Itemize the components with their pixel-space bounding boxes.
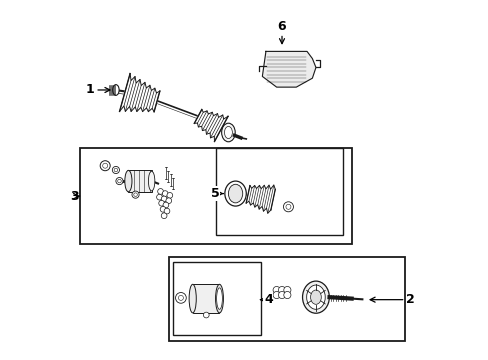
Bar [216, 148, 342, 235]
Circle shape [278, 287, 285, 294]
Polygon shape [245, 185, 275, 213]
Circle shape [116, 177, 123, 185]
Bar [169, 257, 405, 341]
Ellipse shape [216, 288, 222, 309]
Circle shape [283, 287, 290, 294]
Circle shape [161, 196, 166, 202]
Ellipse shape [228, 184, 242, 203]
Text: 3: 3 [70, 190, 79, 203]
Circle shape [166, 193, 172, 198]
Circle shape [159, 201, 164, 206]
Bar [128, 170, 151, 192]
Circle shape [165, 198, 171, 203]
Circle shape [132, 191, 139, 198]
Circle shape [285, 204, 290, 209]
Text: 1: 1 [85, 84, 110, 96]
Ellipse shape [224, 126, 232, 139]
Ellipse shape [112, 85, 119, 95]
Circle shape [156, 194, 162, 200]
Circle shape [203, 312, 209, 318]
Polygon shape [194, 109, 227, 141]
Circle shape [134, 193, 137, 197]
Bar [173, 262, 260, 336]
Circle shape [178, 296, 183, 300]
Ellipse shape [221, 123, 235, 142]
Text: 6: 6 [277, 20, 286, 44]
Circle shape [160, 206, 165, 212]
Circle shape [112, 166, 119, 174]
Circle shape [283, 202, 293, 212]
Text: 5: 5 [210, 187, 223, 200]
Circle shape [164, 208, 169, 214]
Circle shape [100, 161, 110, 171]
Circle shape [162, 191, 168, 197]
Ellipse shape [148, 171, 155, 191]
Ellipse shape [215, 284, 223, 313]
Circle shape [278, 292, 285, 298]
Polygon shape [120, 73, 160, 112]
Circle shape [102, 163, 107, 168]
Circle shape [163, 202, 168, 208]
Ellipse shape [124, 170, 132, 192]
Bar [80, 148, 351, 244]
Circle shape [272, 292, 280, 298]
Ellipse shape [310, 290, 321, 304]
Circle shape [157, 189, 163, 194]
Circle shape [283, 292, 290, 298]
Circle shape [175, 293, 186, 303]
Ellipse shape [306, 285, 325, 309]
Ellipse shape [224, 181, 246, 206]
Circle shape [272, 287, 280, 294]
Ellipse shape [189, 284, 196, 313]
Text: 4: 4 [260, 293, 272, 306]
Circle shape [118, 179, 121, 183]
Polygon shape [262, 51, 315, 87]
Circle shape [161, 213, 166, 219]
Circle shape [114, 168, 118, 172]
Text: 2: 2 [369, 293, 414, 306]
Bar [192, 284, 219, 313]
Ellipse shape [302, 281, 328, 313]
